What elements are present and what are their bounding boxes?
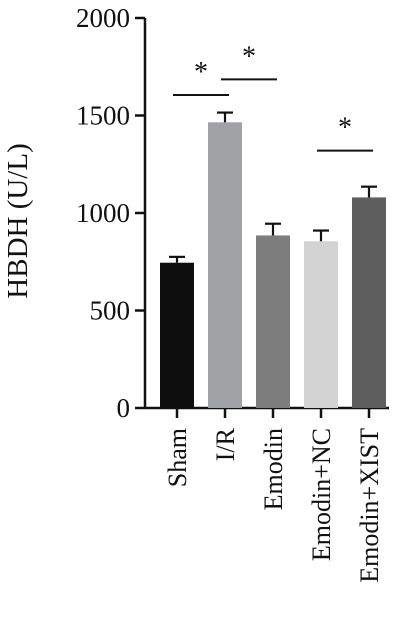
bar-series <box>160 122 386 408</box>
y-tick-label: 2000 <box>76 3 130 33</box>
bar <box>256 235 290 408</box>
y-tick-label: 1000 <box>76 198 130 228</box>
bar <box>304 241 338 408</box>
error-bars <box>169 111 377 263</box>
bar <box>160 262 194 408</box>
x-tick-label: Emodin+NC <box>307 428 336 561</box>
y-tick-label: 0 <box>117 393 131 423</box>
y-tick-label: 500 <box>90 296 131 326</box>
y-tick-label: 1500 <box>76 101 130 131</box>
x-tick-label: Emodin <box>259 428 288 510</box>
significance-star: * <box>242 41 256 72</box>
significance-star: * <box>194 57 208 88</box>
bar <box>208 122 242 408</box>
x-axis: Sham I/R Emodin Emodin+NC Emodin+XIST <box>145 406 389 583</box>
significance-star: * <box>338 113 352 144</box>
x-tick-label: Sham <box>163 428 192 487</box>
y-axis-title: HBDH (U/L) <box>2 143 34 298</box>
bar <box>352 197 386 408</box>
x-tick-label: I/R <box>211 427 240 461</box>
x-tick-label: Emodin+XIST <box>355 428 384 583</box>
y-axis: 0 500 1000 1500 2000 <box>76 3 147 423</box>
significance-annotations: * * * <box>173 41 373 152</box>
